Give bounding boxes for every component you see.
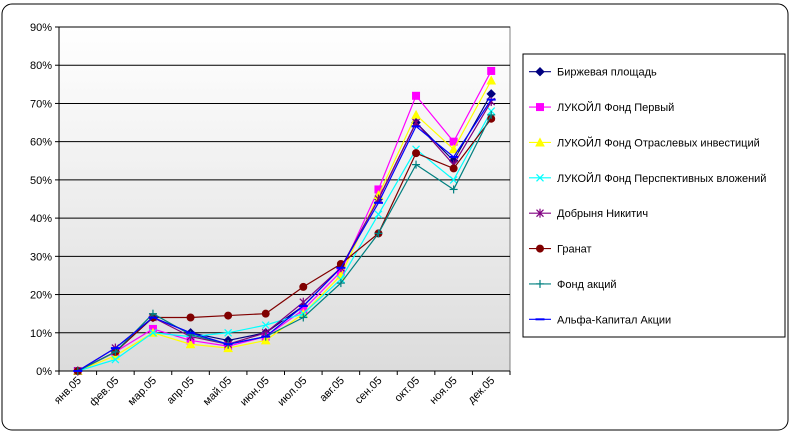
legend-item: ЛУКОЙЛ Фонд Отраслевых инвестиций: [529, 136, 760, 149]
data-point-stroke: [374, 210, 383, 219]
data-point: [536, 279, 544, 288]
series-line: [77, 114, 492, 372]
data-point: [261, 309, 270, 318]
data-point-stroke: [261, 321, 270, 330]
y-axis: 0% 10% 20% 30% 40% 50% 60% 70% 80% 90%: [30, 22, 60, 378]
legend-item: Биржевая площадь: [529, 67, 657, 79]
data-point: [148, 309, 157, 318]
series-lines: [72, 66, 497, 376]
y-tick-label: 20%: [30, 290, 52, 302]
series-line: [77, 70, 492, 372]
data-point: [487, 110, 496, 119]
legend-label: ЛУКОЙЛ Фонд Первый: [557, 101, 674, 114]
series-group: [73, 110, 496, 375]
legend-item: ЛУКОЙЛ Фонд Перспективных вложений: [529, 172, 766, 185]
data-point: [449, 175, 458, 184]
data-point: [224, 311, 233, 320]
y-tick-label: 40%: [30, 213, 52, 225]
data-point: [412, 149, 421, 158]
data-point: [449, 185, 458, 194]
data-point: [487, 66, 496, 75]
data-point: [374, 210, 383, 219]
data-point: [149, 328, 157, 337]
y-tick-label: 30%: [30, 251, 52, 263]
data-point: [111, 347, 120, 356]
data-point: [536, 103, 544, 112]
legend-label: ЛУКОЙЛ Фонд Отраслевых инвестиций: [557, 136, 760, 149]
legend-label: Фонд акций: [557, 279, 617, 291]
legend: Биржевая площадь ЛУКОЙЛ Фонд Первый ЛУКОЙЛ…: [529, 67, 766, 326]
data-point-stroke: [111, 355, 120, 364]
legend-box: [522, 53, 786, 338]
y-tick-label: 70%: [30, 98, 52, 110]
data-point: [224, 328, 233, 337]
data-point: [535, 137, 545, 147]
series-line: [77, 110, 492, 372]
legend-label: Альфа-Капитал Акции: [557, 314, 671, 326]
data-point: [336, 279, 345, 288]
data-point: [299, 313, 308, 322]
data-point: [111, 355, 120, 364]
legend-item: Гранат: [529, 244, 592, 256]
y-tick-label: 10%: [30, 328, 52, 340]
legend-label: Добрыня Никитич: [557, 208, 648, 220]
data-point: [449, 164, 458, 173]
legend-item: Альфа-Капитал Акции: [529, 314, 671, 326]
legend-item: Фонд акций: [529, 279, 617, 291]
series-group: [73, 98, 496, 372]
data-point: [536, 173, 544, 182]
series-line: [77, 99, 492, 372]
data-point: [185, 339, 196, 349]
legend-item: ЛУКОЙЛ Фонд Первый: [529, 101, 674, 114]
data-point-stroke: [449, 175, 458, 184]
data-point: [536, 244, 544, 253]
data-point: [299, 282, 308, 291]
data-point: [374, 229, 383, 238]
data-point: [412, 91, 421, 100]
y-tick-label: 90%: [30, 22, 52, 34]
data-point-stroke: [224, 328, 233, 337]
data-point: [448, 144, 459, 154]
data-point: [186, 313, 195, 322]
data-point: [536, 208, 544, 218]
y-tick-label: 80%: [30, 60, 52, 72]
data-point: [535, 66, 545, 77]
data-point: [486, 75, 497, 85]
y-tick-label: 0%: [36, 366, 52, 378]
data-point-stroke: [536, 173, 544, 182]
data-point: [261, 321, 270, 330]
legend-label: ЛУКОЙЛ Фонд Перспективных вложений: [557, 172, 766, 185]
data-point-stroke: [149, 328, 157, 337]
legend-label: Гранат: [557, 244, 592, 256]
plot-area: [58, 26, 511, 372]
legend-label: Биржевая площадь: [557, 67, 657, 79]
data-point: [412, 160, 421, 169]
legend-item: Добрыня Никитич: [529, 208, 648, 220]
y-tick-label: 50%: [30, 175, 52, 187]
y-tick-label: 60%: [30, 137, 52, 149]
